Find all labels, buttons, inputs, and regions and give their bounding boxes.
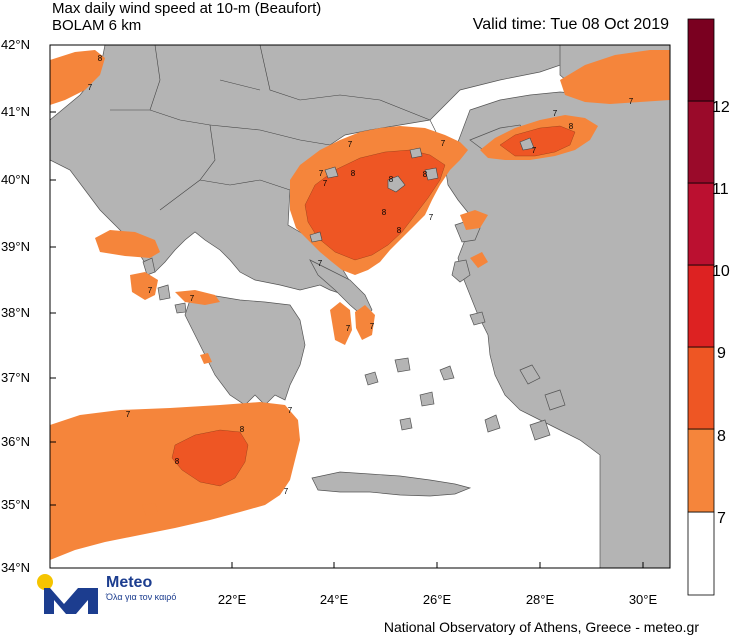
bft8-areas [171, 125, 576, 487]
lon-label: 30°E [628, 592, 658, 607]
contour-label: 7 [370, 322, 375, 331]
lat-label: 40°N [0, 172, 30, 187]
colorbar-label: 8 [717, 428, 726, 445]
colorbar-band-10-11 [687, 182, 715, 266]
contour-labels: 8 7 7 7 8 7 8 7 8 8 7 7 7 8 7 7 7 7 7 8 … [88, 54, 634, 496]
contour-label: 8 [98, 54, 103, 63]
footer-credit: National Observatory of Athens, Greece -… [383, 619, 699, 635]
colorbar-band-11-12 [687, 100, 715, 184]
contour-label: 7 [346, 324, 351, 333]
lat-label: 42°N [0, 37, 30, 52]
tick-marks [50, 44, 644, 568]
contour-label: 7 [323, 179, 328, 188]
lon-label: 22°E [217, 592, 247, 607]
meteo-logo: Meteo Όλα για τον καιρό [36, 574, 206, 620]
lat-label: 38°N [0, 305, 30, 320]
contour-label: 8 [175, 457, 180, 466]
map-title: Max daily wind speed at 10-m (Beaufort) [52, 0, 322, 17]
colorbar-band-above12 [687, 18, 715, 102]
contour-label: 7 [629, 97, 634, 106]
contour-label: 7 [148, 286, 153, 295]
contour-label: 7 [284, 487, 289, 496]
contour-label: 7 [319, 169, 324, 178]
lat-label: 41°N [0, 104, 30, 119]
contour-label: 8 [382, 208, 387, 217]
lon-label: 28°E [525, 592, 555, 607]
colorbar-label: 7 [717, 510, 726, 527]
contour-label: 8 [569, 122, 574, 131]
lat-label: 39°N [0, 239, 30, 254]
colorbar-band-9-10 [687, 264, 715, 348]
lat-label: 37°N [0, 370, 30, 385]
contour-label: 8 [423, 170, 428, 179]
colorbar-band-below7 [687, 511, 715, 596]
lon-label: 26°E [422, 592, 452, 607]
colorbar-label: 9 [717, 345, 726, 362]
contour-label: 7 [126, 410, 131, 419]
contour-label: 7 [532, 146, 537, 155]
colorbar-label: 10 [712, 263, 730, 280]
contour-label: 8 [389, 175, 394, 184]
colorbar-band-8-9 [687, 346, 715, 430]
model-name: BOLAM 6 km [52, 17, 142, 34]
map-frame [49, 44, 671, 569]
contour-label: 7 [288, 406, 293, 415]
lat-label: 36°N [0, 434, 30, 449]
contour-label: 7 [88, 83, 93, 92]
lat-label: 35°N [0, 497, 30, 512]
colorbar-label: 11 [712, 181, 729, 198]
borders [110, 45, 446, 211]
lon-label: 24°E [319, 592, 349, 607]
colorbar [687, 18, 715, 596]
contour-label: 7 [348, 140, 353, 149]
contour-label: 8 [351, 169, 356, 178]
lat-label: 34°N [0, 560, 30, 575]
contour-label: 8 [397, 226, 402, 235]
contour-label: 7 [553, 109, 558, 118]
logo-name: Meteo [106, 574, 153, 591]
contour-label: 8 [240, 425, 245, 434]
contour-label: 7 [190, 294, 195, 303]
contour-label: 7 [441, 139, 446, 148]
valid-time: Valid time: Tue 08 Oct 2019 [472, 16, 669, 33]
logo-tagline: Όλα για τον καιρό [106, 592, 177, 602]
contour-label: 7 [318, 259, 323, 268]
contour-label: 7 [429, 213, 434, 222]
colorbar-label: 12 [712, 99, 730, 116]
colorbar-band-7-8 [687, 428, 715, 513]
meteo-logo-icon [37, 574, 98, 614]
